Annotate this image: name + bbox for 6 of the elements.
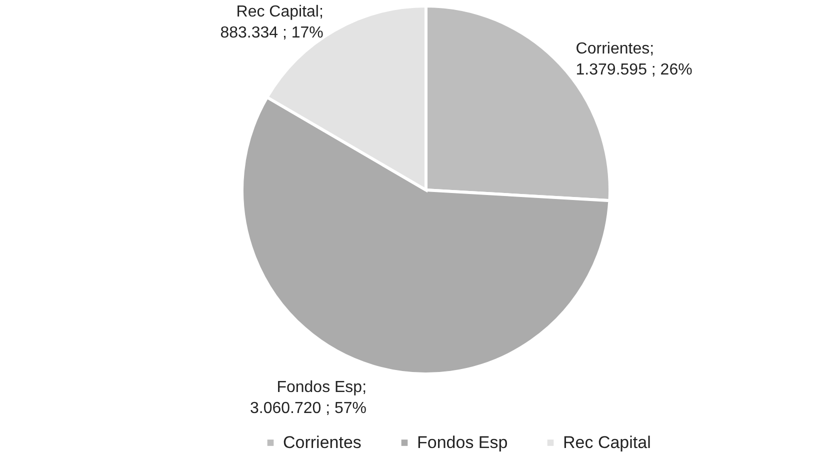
- legend-label: Rec Capital: [563, 432, 651, 452]
- legend-label: Fondos Esp: [417, 432, 508, 452]
- legend-label: Corrientes: [283, 432, 362, 452]
- data-label: Fondos Esp; 3.060.720 ; 57%: [250, 379, 367, 418]
- data-label: Corrientes; 1.379.595 ; 26%: [576, 40, 692, 79]
- data-label: Rec Capital; 883.334 ; 17%: [220, 3, 324, 42]
